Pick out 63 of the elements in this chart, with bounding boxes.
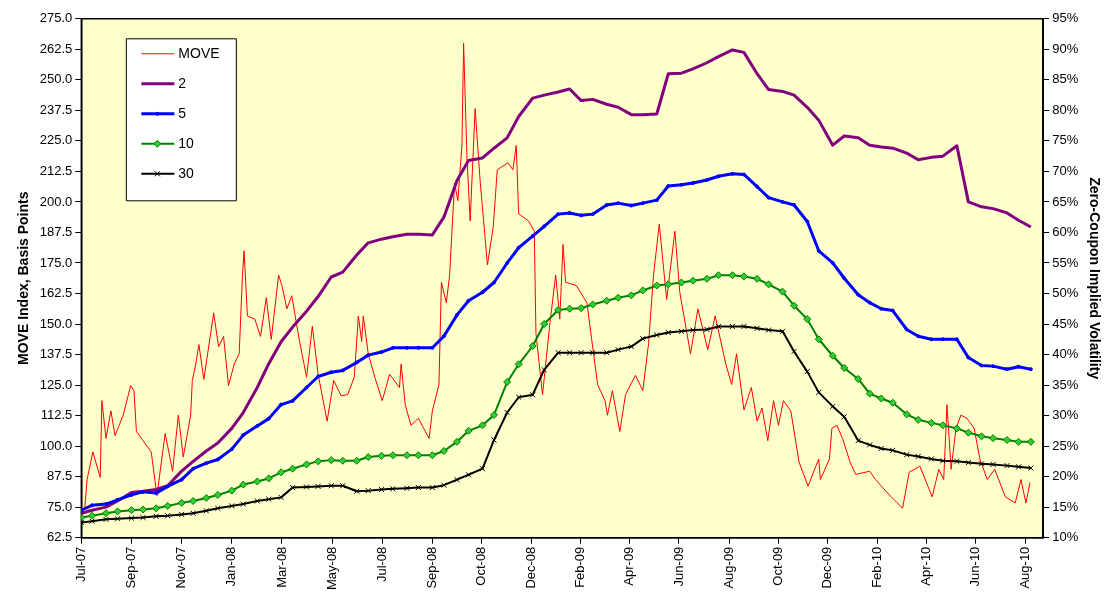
y-tick-label: 150.0 [39,315,73,331]
x-tick-label: Jun-09 [670,546,686,587]
y-tick-label: 75.0 [47,498,73,514]
x-tick-label: Feb-09 [571,546,587,588]
y2-tick-label: 45% [1052,315,1079,331]
y2-tick-label: 90% [1052,40,1079,56]
y2-tick-label: 60% [1052,224,1079,240]
y2-tick-label: 65% [1052,193,1079,209]
x-tick-label: Sep-07 [123,546,139,589]
y2-tick-label: 20% [1052,468,1079,484]
y2-tick-label: 80% [1052,101,1079,117]
y2-tick-label: 55% [1052,254,1079,270]
y2-tick-label: 25% [1052,437,1079,453]
x-tick-label: Dec-08 [523,546,539,589]
y2-tick-label: 85% [1052,71,1079,87]
x-tick-label: Jul-07 [72,546,88,583]
x-tick-label: Feb-10 [868,546,884,588]
legend-label: 5 [178,104,187,121]
y2-tick-label: 30% [1052,407,1079,423]
x-tick-label: Aug-10 [1016,546,1032,589]
legend-label: 30 [178,164,195,181]
y2-tick-label: 75% [1052,132,1079,148]
x-tick-label: Apr-09 [621,546,637,586]
y-tick-label: 250.0 [39,71,73,87]
y-tick-label: 125.0 [39,376,73,392]
y-tick-label: 262.5 [39,40,73,56]
legend-label: 2 [178,74,187,91]
y2-axis-title: Zero-Coupon Implied Volatility [1086,177,1103,380]
x-tick-label: May-08 [323,546,339,591]
x-tick-label: Oct-09 [770,546,786,586]
y-tick-label: 162.5 [39,285,73,301]
y-tick-label: 200.0 [39,193,73,209]
y-tick-label: 100.0 [39,437,73,453]
x-tick-label: Sep-08 [423,546,439,589]
y-tick-label: 275.0 [39,10,73,26]
y-axis-title: MOVE Index, Basis Points [15,191,32,365]
x-tick-label: Mar-08 [273,546,289,588]
x-tick-label: Oct-08 [473,546,489,586]
x-tick-label: Jan-08 [223,546,239,587]
y2-tick-label: 50% [1052,285,1079,301]
legend-label: MOVE [178,44,220,61]
y2-tick-label: 95% [1052,10,1079,26]
y-tick-label: 237.5 [39,101,73,117]
y-tick-label: 187.5 [39,224,73,240]
y-tick-label: 112.5 [40,407,73,423]
y-tick-label: 87.5 [47,468,73,484]
x-tick-label: Apr-10 [918,546,934,586]
y-tick-label: 62.5 [47,529,73,545]
y-tick-label: 225.0 [39,132,73,148]
y2-tick-label: 40% [1052,346,1079,362]
y-tick-label: 137.5 [39,346,73,362]
y2-tick-label: 35% [1052,376,1079,392]
y2-tick-label: 70% [1052,162,1079,178]
legend-label: 10 [178,134,195,151]
x-tick-label: Dec-09 [819,546,835,589]
y2-tick-label: 15% [1052,498,1079,514]
x-tick-label: Nov-07 [173,546,189,589]
x-tick-label: Jun-10 [967,546,983,587]
x-tick-label: Jul-08 [373,546,389,583]
y2-tick-label: 10% [1052,529,1079,545]
x-tick-label: Aug-09 [720,546,736,589]
y-tick-label: 175.0 [39,254,73,270]
y-tick-label: 212.5 [39,162,73,178]
